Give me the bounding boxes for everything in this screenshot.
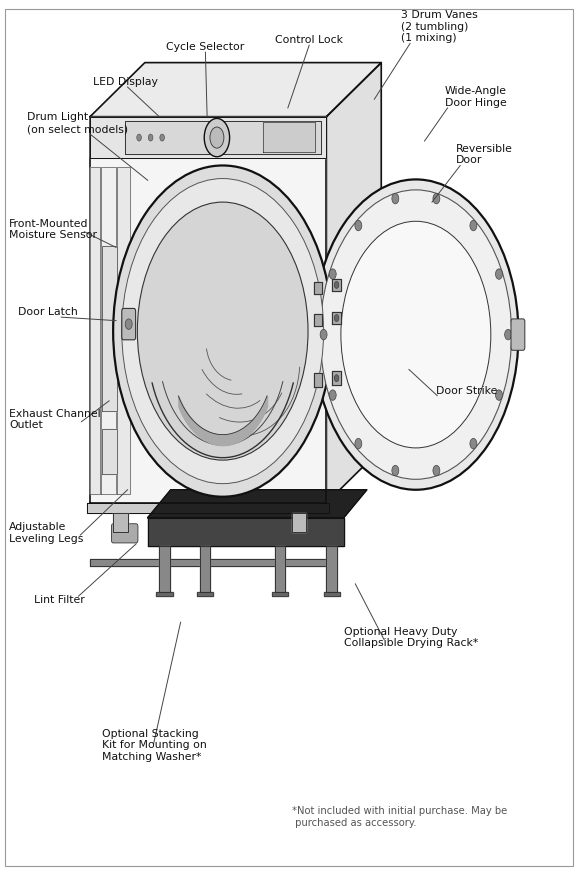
Polygon shape xyxy=(197,592,213,596)
Circle shape xyxy=(149,134,153,141)
Polygon shape xyxy=(113,513,128,532)
Circle shape xyxy=(505,329,512,340)
Polygon shape xyxy=(314,282,323,295)
Polygon shape xyxy=(90,63,381,116)
Text: Optional Heavy Duty
Collapsible Drying Rack*: Optional Heavy Duty Collapsible Drying R… xyxy=(344,627,478,649)
Text: *Not included with initial purchase. May be
 purchased as accessory.: *Not included with initial purchase. May… xyxy=(292,807,507,828)
Text: Reversible
Door: Reversible Door xyxy=(456,144,513,165)
Polygon shape xyxy=(160,546,169,592)
Polygon shape xyxy=(90,559,327,565)
Circle shape xyxy=(470,439,477,449)
Polygon shape xyxy=(117,167,131,494)
Circle shape xyxy=(495,390,502,400)
Polygon shape xyxy=(90,167,100,494)
Polygon shape xyxy=(314,373,323,387)
Circle shape xyxy=(433,193,440,204)
Polygon shape xyxy=(101,167,116,494)
Polygon shape xyxy=(327,63,381,503)
Polygon shape xyxy=(314,314,323,326)
Circle shape xyxy=(355,220,362,231)
Circle shape xyxy=(495,269,502,280)
Text: Adjustable
Leveling Legs: Adjustable Leveling Legs xyxy=(9,522,84,544)
Text: Front-Mounted
Moisture Sensor: Front-Mounted Moisture Sensor xyxy=(9,218,97,240)
Polygon shape xyxy=(327,546,337,592)
Text: 3 Drum Vanes
(2 tumbling)
(1 mixing): 3 Drum Vanes (2 tumbling) (1 mixing) xyxy=(402,10,478,44)
Circle shape xyxy=(122,178,324,483)
Circle shape xyxy=(470,220,477,231)
Polygon shape xyxy=(148,517,344,546)
Polygon shape xyxy=(263,121,315,151)
Circle shape xyxy=(138,202,308,460)
Polygon shape xyxy=(157,592,172,596)
Text: Exhaust Channel
Outlet: Exhaust Channel Outlet xyxy=(9,409,101,431)
Polygon shape xyxy=(272,592,288,596)
Polygon shape xyxy=(87,503,329,513)
FancyBboxPatch shape xyxy=(112,524,138,543)
Circle shape xyxy=(113,165,332,496)
FancyBboxPatch shape xyxy=(511,319,525,350)
Polygon shape xyxy=(292,513,306,532)
Text: LED Display: LED Display xyxy=(93,77,158,87)
Circle shape xyxy=(355,439,362,449)
Text: Door Strike: Door Strike xyxy=(436,385,498,396)
Polygon shape xyxy=(102,429,117,474)
Circle shape xyxy=(334,281,339,288)
Circle shape xyxy=(334,375,339,382)
Polygon shape xyxy=(275,546,285,592)
FancyBboxPatch shape xyxy=(122,309,136,340)
Text: Lint Filter: Lint Filter xyxy=(34,595,85,605)
Circle shape xyxy=(392,193,399,204)
Circle shape xyxy=(210,127,224,148)
Text: Door Latch: Door Latch xyxy=(18,307,78,317)
Circle shape xyxy=(334,315,339,322)
Polygon shape xyxy=(125,121,321,154)
Text: Cycle Selector: Cycle Selector xyxy=(166,42,244,52)
Polygon shape xyxy=(199,546,210,592)
Circle shape xyxy=(137,134,142,141)
Circle shape xyxy=(320,329,327,340)
FancyBboxPatch shape xyxy=(189,524,216,543)
Text: Optional Stacking
Kit for Mounting on
Matching Washer*: Optional Stacking Kit for Mounting on Ma… xyxy=(102,729,206,762)
Polygon shape xyxy=(102,246,117,412)
Polygon shape xyxy=(332,312,341,324)
Text: Wide-Angle
Door Hinge: Wide-Angle Door Hinge xyxy=(444,87,507,108)
Circle shape xyxy=(433,465,440,475)
Text: Drum Light
(on select models): Drum Light (on select models) xyxy=(27,113,128,134)
Circle shape xyxy=(320,190,512,479)
Text: Control Lock: Control Lock xyxy=(275,35,343,45)
Polygon shape xyxy=(332,371,341,385)
Circle shape xyxy=(125,319,132,329)
Polygon shape xyxy=(148,489,367,517)
Polygon shape xyxy=(324,592,340,596)
Circle shape xyxy=(329,390,336,400)
Polygon shape xyxy=(90,116,327,158)
Circle shape xyxy=(329,269,336,280)
Polygon shape xyxy=(332,279,341,291)
Circle shape xyxy=(341,221,491,447)
Circle shape xyxy=(160,134,165,141)
Circle shape xyxy=(392,465,399,475)
Polygon shape xyxy=(90,116,327,503)
Circle shape xyxy=(204,118,229,156)
Circle shape xyxy=(313,179,518,489)
